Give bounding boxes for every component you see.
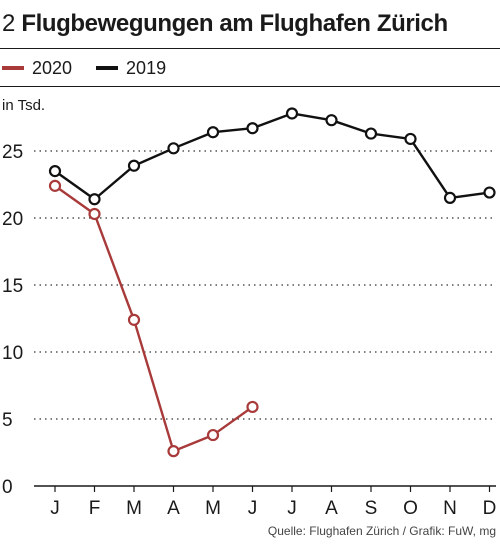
- x-tick-label: J: [50, 498, 60, 519]
- figure-number: 2: [2, 10, 16, 37]
- data-point-2020: [48, 179, 62, 192]
- x-tick-label: A: [167, 498, 180, 519]
- data-point-2019: [127, 159, 141, 172]
- chart-title-row: 2 Flugbewegungen am Flughafen Zürich: [0, 6, 448, 42]
- x-tick-label: M: [126, 498, 142, 519]
- x-tick-label: M: [205, 498, 221, 519]
- legend-label-2020: 2020: [32, 57, 73, 78]
- x-tick-label: J: [248, 498, 258, 519]
- data-point-2019: [246, 122, 259, 135]
- data-point-2019: [443, 191, 457, 204]
- data-point-2020: [206, 428, 220, 442]
- y-tick-label: 15: [2, 276, 23, 297]
- y-tick-label: 5: [2, 410, 13, 431]
- y-tick-label: 0: [2, 477, 13, 498]
- data-point-2020: [246, 400, 259, 414]
- x-tick-label: N: [443, 498, 457, 519]
- series-line-2019: [54, 112, 490, 201]
- source-note: Quelle: Flughafen Zürich / Grafik: FuW, …: [267, 524, 496, 538]
- chart-title: Flugbewegungen am Flughafen Zürich: [21, 10, 448, 37]
- x-tick-label: J: [287, 498, 297, 519]
- data-point-2020: [88, 207, 101, 221]
- y-tick-label: 20: [2, 209, 23, 230]
- data-point-2019: [167, 142, 180, 155]
- y-axis-label: in Tsd.: [2, 97, 45, 114]
- data-point-2019: [483, 186, 496, 199]
- legend-item-2020: 2020: [0, 58, 72, 79]
- y-tick-label: 25: [2, 142, 23, 163]
- chart-legend: 2020 2019: [0, 54, 188, 82]
- data-point-2019: [325, 114, 338, 127]
- x-tick-label: D: [483, 498, 497, 519]
- legend-label-2019: 2019: [126, 57, 167, 78]
- x-tick-label: O: [403, 498, 418, 519]
- legend-item-2019: 2019: [94, 58, 166, 79]
- data-point-2019: [48, 165, 62, 178]
- data-point-2020: [167, 445, 180, 458]
- legend-swatch-2019: [96, 66, 119, 70]
- data-point-2019: [364, 127, 378, 140]
- data-point-2019: [285, 107, 299, 120]
- y-tick-label: 10: [2, 343, 23, 364]
- legend-swatch-2020: [2, 66, 24, 70]
- data-point-2019: [404, 132, 417, 146]
- title-rule: [0, 48, 500, 49]
- x-tick-label: A: [325, 498, 338, 519]
- data-point-2019: [88, 193, 101, 206]
- x-tick-label: S: [365, 498, 378, 519]
- data-point-2020: [127, 313, 141, 326]
- x-tick-label: F: [89, 498, 101, 519]
- series-line-2020: [54, 184, 254, 453]
- data-point-2019: [206, 126, 220, 139]
- legend-rule: [0, 86, 500, 87]
